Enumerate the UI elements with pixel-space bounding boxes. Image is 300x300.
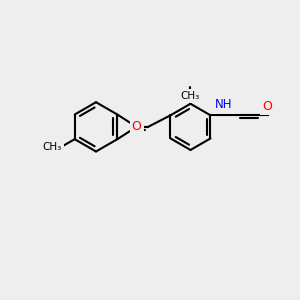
Text: O: O: [262, 100, 272, 112]
Text: NH: NH: [215, 98, 233, 112]
Text: O: O: [132, 120, 142, 134]
Text: CH₃: CH₃: [42, 142, 62, 152]
Text: CH₃: CH₃: [181, 91, 200, 101]
Text: N: N: [132, 120, 141, 134]
